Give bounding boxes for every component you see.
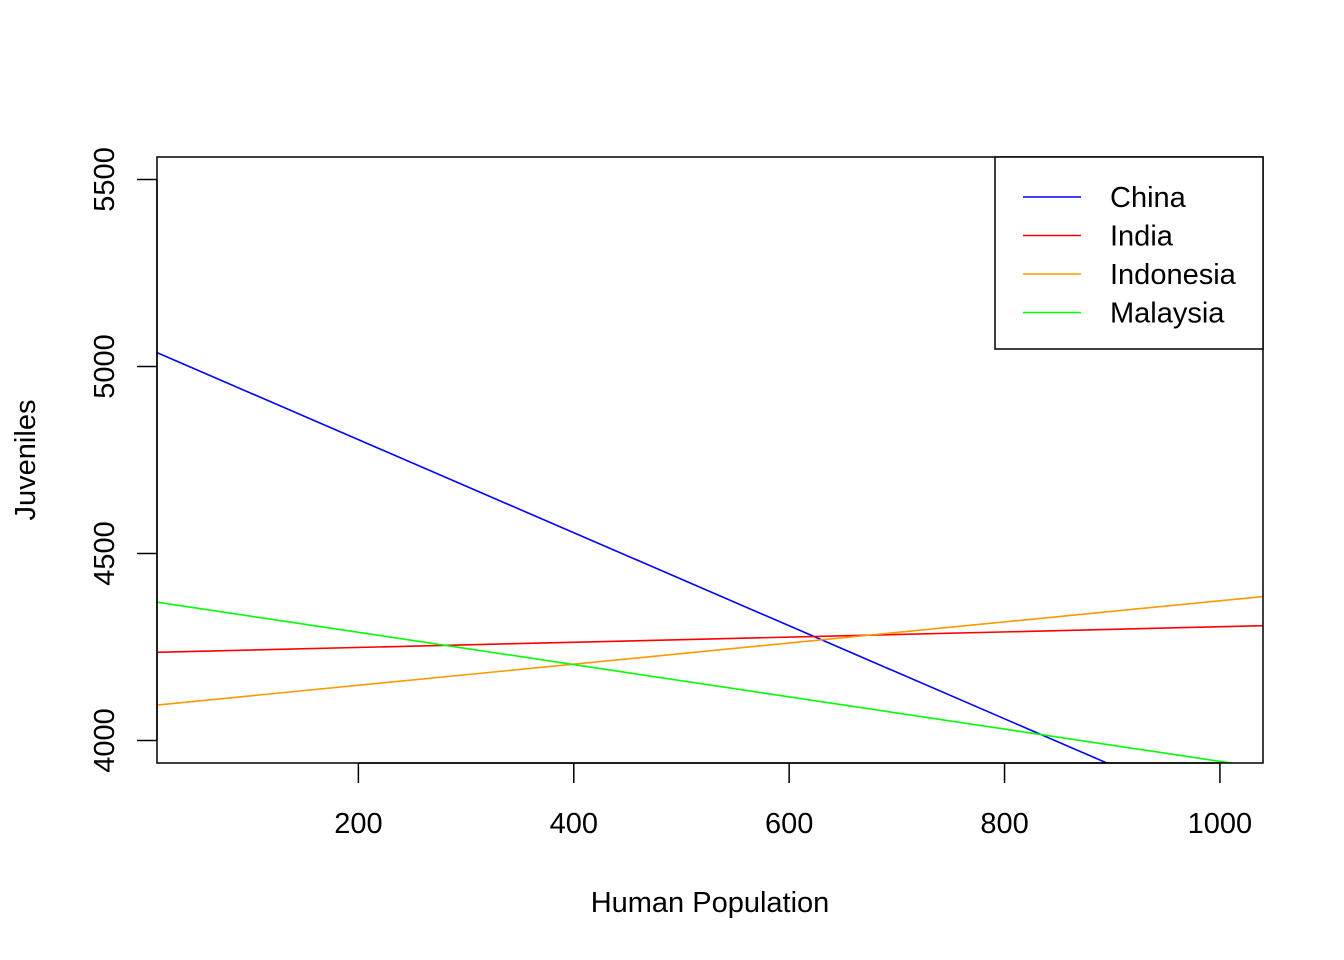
series-line-indonesia [157, 595, 1263, 706]
y-tick-label-5500: 5500 [89, 147, 121, 212]
x-tick-label-800: 800 [980, 808, 1028, 840]
series-line-india [157, 624, 1263, 654]
legend: China India Indonesia Malaysia [994, 156, 1264, 350]
y-tick-label-5000: 5000 [89, 334, 121, 399]
x-tick-label-1000: 1000 [1188, 808, 1253, 840]
legend-label-china: China [1110, 182, 1187, 214]
x-tick-label-400: 400 [550, 808, 598, 840]
series-line-malaysia [157, 601, 1231, 763]
x-axis: 200 400 600 800 1000 [334, 762, 1253, 840]
legend-label-indonesia: Indonesia [1110, 259, 1237, 291]
x-axis-title: Human Population [591, 887, 830, 919]
y-tick-label-4500: 4500 [89, 521, 121, 586]
series-line-china [157, 351, 1108, 763]
y-tick-label-4000: 4000 [89, 708, 121, 773]
legend-label-india: India [1110, 221, 1174, 253]
y-axis: 4000 4500 5000 5500 [89, 147, 158, 773]
y-axis-title: Juveniles [10, 400, 42, 521]
legend-box [994, 156, 1264, 350]
legend-label-malaysia: Malaysia [1110, 298, 1225, 330]
series-lines [157, 351, 1263, 763]
x-tick-label-200: 200 [334, 808, 382, 840]
x-tick-label-600: 600 [765, 808, 813, 840]
